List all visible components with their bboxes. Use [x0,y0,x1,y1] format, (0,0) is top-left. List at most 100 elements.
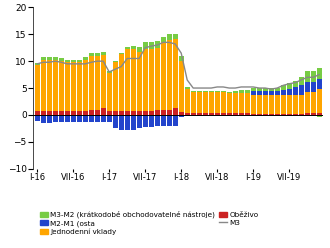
Bar [131,46,136,49]
Bar [275,91,280,95]
Bar [221,113,226,115]
Bar [203,92,208,113]
Bar [263,88,268,91]
Bar [269,88,274,91]
Bar [245,113,250,115]
Bar [251,114,256,115]
Bar [125,115,130,130]
Bar [77,60,82,62]
Bar [179,115,184,117]
Bar [143,49,148,111]
Bar [131,111,136,115]
Bar [137,47,142,52]
Bar [131,115,136,130]
Bar [101,115,106,122]
Bar [148,49,154,111]
Bar [71,60,76,62]
Bar [125,49,130,111]
Bar [161,115,166,126]
Bar [191,92,196,113]
Bar [209,91,214,92]
Bar [305,113,310,115]
Bar [173,108,178,115]
Bar [113,115,118,128]
Bar [125,47,130,49]
Bar [155,110,160,115]
Bar [59,61,64,111]
Bar [167,110,172,115]
Bar [179,112,184,115]
Bar [233,113,238,115]
Bar [221,91,226,92]
Bar [41,111,46,115]
Bar [89,53,94,56]
Bar [35,115,40,121]
Bar [155,48,160,110]
Bar [269,95,274,114]
Bar [59,111,64,115]
Bar [35,65,40,111]
Bar [119,111,124,115]
Bar [191,113,196,115]
Bar [185,87,190,89]
Bar [311,113,316,115]
Bar [65,60,70,62]
Bar [185,115,190,116]
Bar [233,93,238,113]
Bar [59,59,64,61]
Bar [275,88,280,91]
Bar [35,111,40,115]
Bar [107,111,112,115]
Bar [305,82,310,92]
Bar [41,115,46,123]
Bar [82,111,88,115]
Bar [143,42,148,49]
Bar [77,62,82,111]
Bar [82,115,88,122]
Bar [280,85,286,90]
Bar [95,53,100,56]
Bar [161,37,166,42]
Bar [148,115,154,127]
Bar [119,54,124,111]
Bar [155,115,160,126]
Bar [101,52,106,55]
Bar [275,114,280,115]
Bar [71,62,76,111]
Bar [47,60,52,111]
Bar [221,92,226,113]
Bar [227,92,232,93]
Bar [214,113,220,115]
Bar [131,49,136,111]
Bar [82,57,88,60]
Bar [53,111,58,115]
Bar [293,95,298,114]
Bar [245,90,250,93]
Bar [293,81,298,87]
Bar [107,115,112,122]
Bar [155,41,160,48]
Bar [82,60,88,111]
Bar [65,115,70,122]
Bar [173,115,178,126]
Bar [311,82,316,92]
Bar [239,113,244,115]
Bar [41,57,46,60]
Bar [214,92,220,113]
Bar [113,61,118,62]
Bar [263,114,268,115]
Bar [305,71,310,82]
Bar [311,92,316,113]
Bar [209,113,214,115]
Bar [280,114,286,115]
Bar [137,52,142,111]
Bar [173,39,178,108]
Bar [275,95,280,114]
Bar [287,114,292,115]
Bar [269,91,274,95]
Bar [257,88,262,91]
Bar [263,95,268,114]
Bar [280,95,286,114]
Bar [317,115,322,117]
Bar [107,71,112,73]
